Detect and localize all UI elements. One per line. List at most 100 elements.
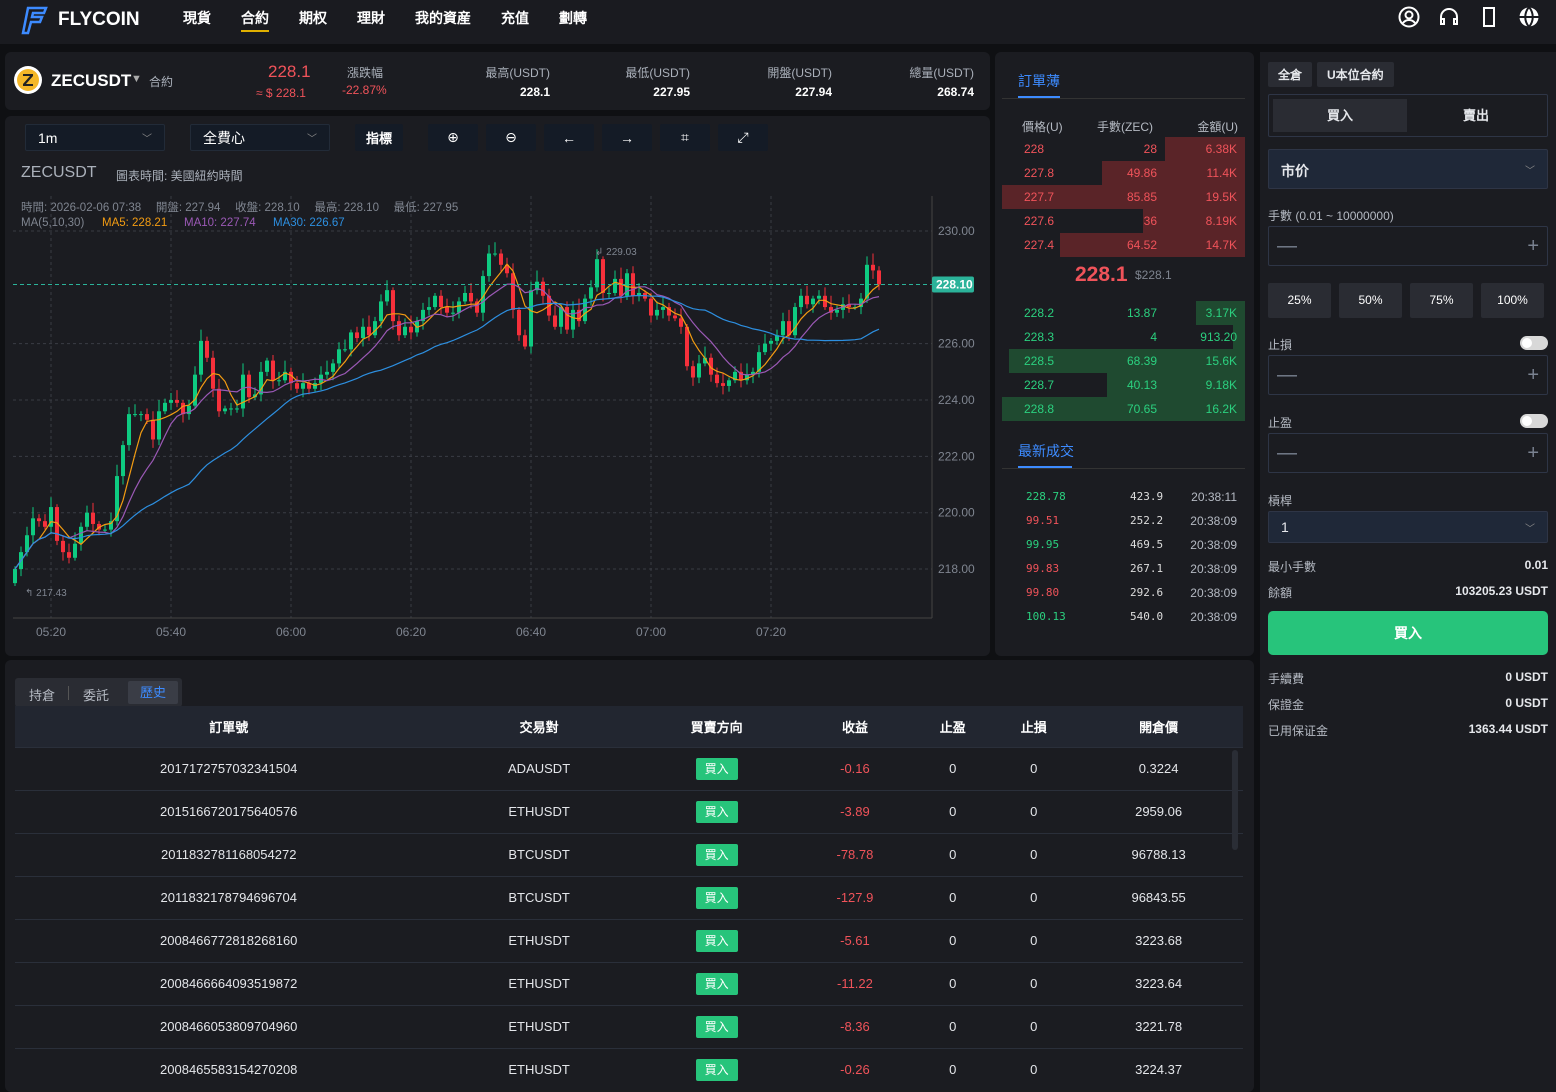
nav-item-spot[interactable]: 現貨 bbox=[183, 10, 211, 26]
order-type-select[interactable]: 市价 ﹀ bbox=[1268, 149, 1548, 189]
bid-row[interactable]: 228.8 70.65 16.2K bbox=[1002, 397, 1245, 421]
bid-row[interactable]: 228.2 13.87 3.17K bbox=[1002, 301, 1245, 325]
cell: -0.16 bbox=[797, 746, 913, 790]
table-row[interactable]: 2008466664093519872 ETHUSDT 買入 -11.22 0 0 3223… bbox=[15, 961, 1243, 1005]
trade-price: 99.83 bbox=[1026, 562, 1060, 575]
symbol-selector[interactable]: ZECUSDT bbox=[51, 71, 132, 90]
ask-row[interactable]: 227.4 64.52 14.7K bbox=[1002, 233, 1245, 257]
table-row[interactable]: 2011832781168054272 BTCUSDT 買入 -78.78 0 0 9678… bbox=[15, 832, 1243, 876]
stop-loss-input[interactable]: — + bbox=[1268, 355, 1548, 395]
candlestick-chart[interactable]: 230.00 226.00 224.00 222.00 220.00 218.00 05:2… bbox=[5, 116, 990, 656]
ask-row[interactable]: 227.6 36 8.19K bbox=[1002, 209, 1245, 233]
minus-icon[interactable]: — bbox=[1277, 235, 1297, 257]
sell-tab[interactable]: 賣出 bbox=[1462, 108, 1489, 123]
cell: 3223.64 bbox=[1074, 961, 1243, 1005]
trade-price: 99.95 bbox=[1026, 538, 1060, 551]
minus-icon[interactable]: — bbox=[1277, 364, 1297, 386]
bid-row[interactable]: 228.7 40.13 9.18K bbox=[1002, 373, 1245, 397]
candle-body bbox=[679, 318, 683, 327]
buy-tab[interactable]: 買入 bbox=[1273, 99, 1407, 132]
main-menu: 現貨 合約 期权 理財 我的資産 充值 劃轉 bbox=[183, 0, 617, 44]
open-price: 96788.13 bbox=[1131, 847, 1186, 862]
candle-body bbox=[805, 295, 809, 305]
nav-item-options[interactable]: 期权 bbox=[299, 10, 327, 26]
fullscreen-button[interactable]: ⤢ bbox=[718, 124, 768, 151]
tab-history[interactable]: 歷史 bbox=[128, 681, 178, 704]
table-row[interactable]: 2008465583154270208 ETHUSDT 買入 -0.26 0 0 3224.… bbox=[15, 1047, 1243, 1091]
user-icon[interactable] bbox=[1398, 6, 1420, 28]
brand-logo[interactable]: FLYCOIN bbox=[20, 5, 140, 35]
pct-25-button[interactable]: 25% bbox=[1268, 283, 1331, 318]
zoom-out-button[interactable]: ⊖ bbox=[486, 124, 536, 151]
candle-body bbox=[619, 278, 623, 296]
zoom-in-button[interactable]: ⊕ bbox=[428, 124, 478, 151]
bid-row[interactable]: 228.3 4 913.20 bbox=[1002, 325, 1245, 349]
trade-row: 228.78 423.9 20:38:11 bbox=[1002, 485, 1245, 509]
headset-icon[interactable] bbox=[1438, 6, 1460, 28]
ask-row[interactable]: 227.7 85.85 19.5K bbox=[1002, 185, 1245, 209]
interval-select[interactable]: 1m ﹀ bbox=[25, 124, 165, 151]
nav-item-contract[interactable]: 合約 bbox=[241, 0, 269, 44]
ask-row[interactable]: 227.8 49.86 11.4K bbox=[1002, 161, 1245, 185]
ask-row[interactable]: 228 28 6.38K bbox=[1002, 137, 1245, 161]
tab-orders[interactable]: 委託 bbox=[83, 688, 110, 703]
table-row[interactable]: 2008466053809704960 ETHUSDT 買入 -8.36 0 0 3221.… bbox=[15, 1004, 1243, 1048]
tab-latest-trades[interactable]: 最新成交 bbox=[1018, 443, 1074, 459]
minus-icon[interactable]: — bbox=[1277, 442, 1297, 464]
take-profit-input[interactable]: — + bbox=[1268, 433, 1548, 473]
candle-body bbox=[343, 349, 347, 351]
take-profit-toggle[interactable] bbox=[1520, 414, 1548, 428]
amount: 15.6K bbox=[1205, 354, 1237, 368]
candle-body bbox=[757, 352, 761, 372]
candle-body bbox=[817, 295, 821, 299]
contract-type-button[interactable]: U本位合約 bbox=[1317, 62, 1394, 87]
indicators-button[interactable]: 指標 bbox=[355, 124, 403, 151]
candle-body bbox=[607, 292, 611, 294]
trade-row: 99.83 267.1 20:38:09 bbox=[1002, 557, 1245, 581]
orders-panel: 持倉 委託 歷史 訂單號 交易對 買賣方向 收益 止盈 止損 開倉價 20171727570… bbox=[5, 660, 1254, 1092]
mobile-icon[interactable] bbox=[1478, 6, 1500, 28]
candle-body bbox=[541, 281, 545, 296]
table-row[interactable]: 2011832178794696704 BTCUSDT 買入 -127.9 0 0 9684… bbox=[15, 875, 1243, 919]
plus-icon[interactable]: + bbox=[1527, 364, 1539, 386]
crop-button[interactable]: ⌗ bbox=[660, 124, 710, 151]
margin-mode-button[interactable]: 全倉 bbox=[1268, 62, 1313, 87]
scroll-left-button[interactable]: ← bbox=[544, 124, 594, 151]
nav-item-finance[interactable]: 理財 bbox=[357, 10, 385, 26]
candle-body bbox=[577, 309, 581, 322]
trade-row: 100.13 540.0 20:38:09 bbox=[1002, 605, 1245, 629]
caret-down-icon[interactable]: ▼ bbox=[131, 73, 142, 85]
table-scrollbar[interactable] bbox=[1232, 750, 1238, 850]
plus-icon[interactable]: + bbox=[1527, 235, 1539, 257]
table-row[interactable]: 2008466772818268160 ETHUSDT 買入 -5.61 0 0 3223.… bbox=[15, 918, 1243, 962]
bid-row[interactable]: 228.5 68.39 15.6K bbox=[1002, 349, 1245, 373]
table-row[interactable]: 2015166720175640576 ETHUSDT 買入 -3.89 0 0 2959.… bbox=[15, 789, 1243, 833]
side-badge: 買入 bbox=[695, 1016, 738, 1038]
candle-body bbox=[229, 408, 233, 410]
mode-select[interactable]: 全費心 ﹀ bbox=[190, 124, 330, 151]
chevron-down-icon: ﹀ bbox=[307, 134, 317, 145]
y-tick-label: 226.00 bbox=[938, 337, 975, 351]
pct-100-button[interactable]: 100% bbox=[1481, 283, 1544, 318]
plus-icon[interactable]: + bbox=[1527, 442, 1539, 464]
pct-50-button[interactable]: 50% bbox=[1339, 283, 1402, 318]
nav-item-assets[interactable]: 我的資産 bbox=[415, 10, 471, 26]
ma5-readout: MA5: 228.21 bbox=[102, 217, 168, 229]
submit-buy-button[interactable]: 買入 bbox=[1268, 611, 1548, 655]
nav-item-transfer[interactable]: 劃轉 bbox=[559, 10, 587, 26]
scroll-right-button[interactable]: → bbox=[602, 124, 652, 151]
candle-body bbox=[589, 287, 593, 299]
candle-body bbox=[829, 307, 833, 313]
pct-75-button[interactable]: 75% bbox=[1410, 283, 1473, 318]
candle-body bbox=[469, 292, 473, 302]
leverage-select[interactable]: 1 ﹀ bbox=[1268, 511, 1548, 543]
tab-positions[interactable]: 持倉 bbox=[29, 688, 56, 703]
stop-loss-toggle[interactable] bbox=[1520, 336, 1548, 350]
globe-icon[interactable] bbox=[1518, 6, 1540, 28]
tab-order-book[interactable]: 訂單薄 bbox=[1018, 73, 1060, 89]
qty-input[interactable]: — + bbox=[1268, 226, 1548, 266]
table-row[interactable]: 2017172757032341504 ADAUSDT 買入 -0.16 0 0 0.322… bbox=[15, 746, 1243, 790]
nav-item-deposit[interactable]: 充值 bbox=[501, 10, 529, 26]
cell: 2008466664093519872 bbox=[15, 961, 443, 1005]
candle-body bbox=[697, 363, 701, 378]
